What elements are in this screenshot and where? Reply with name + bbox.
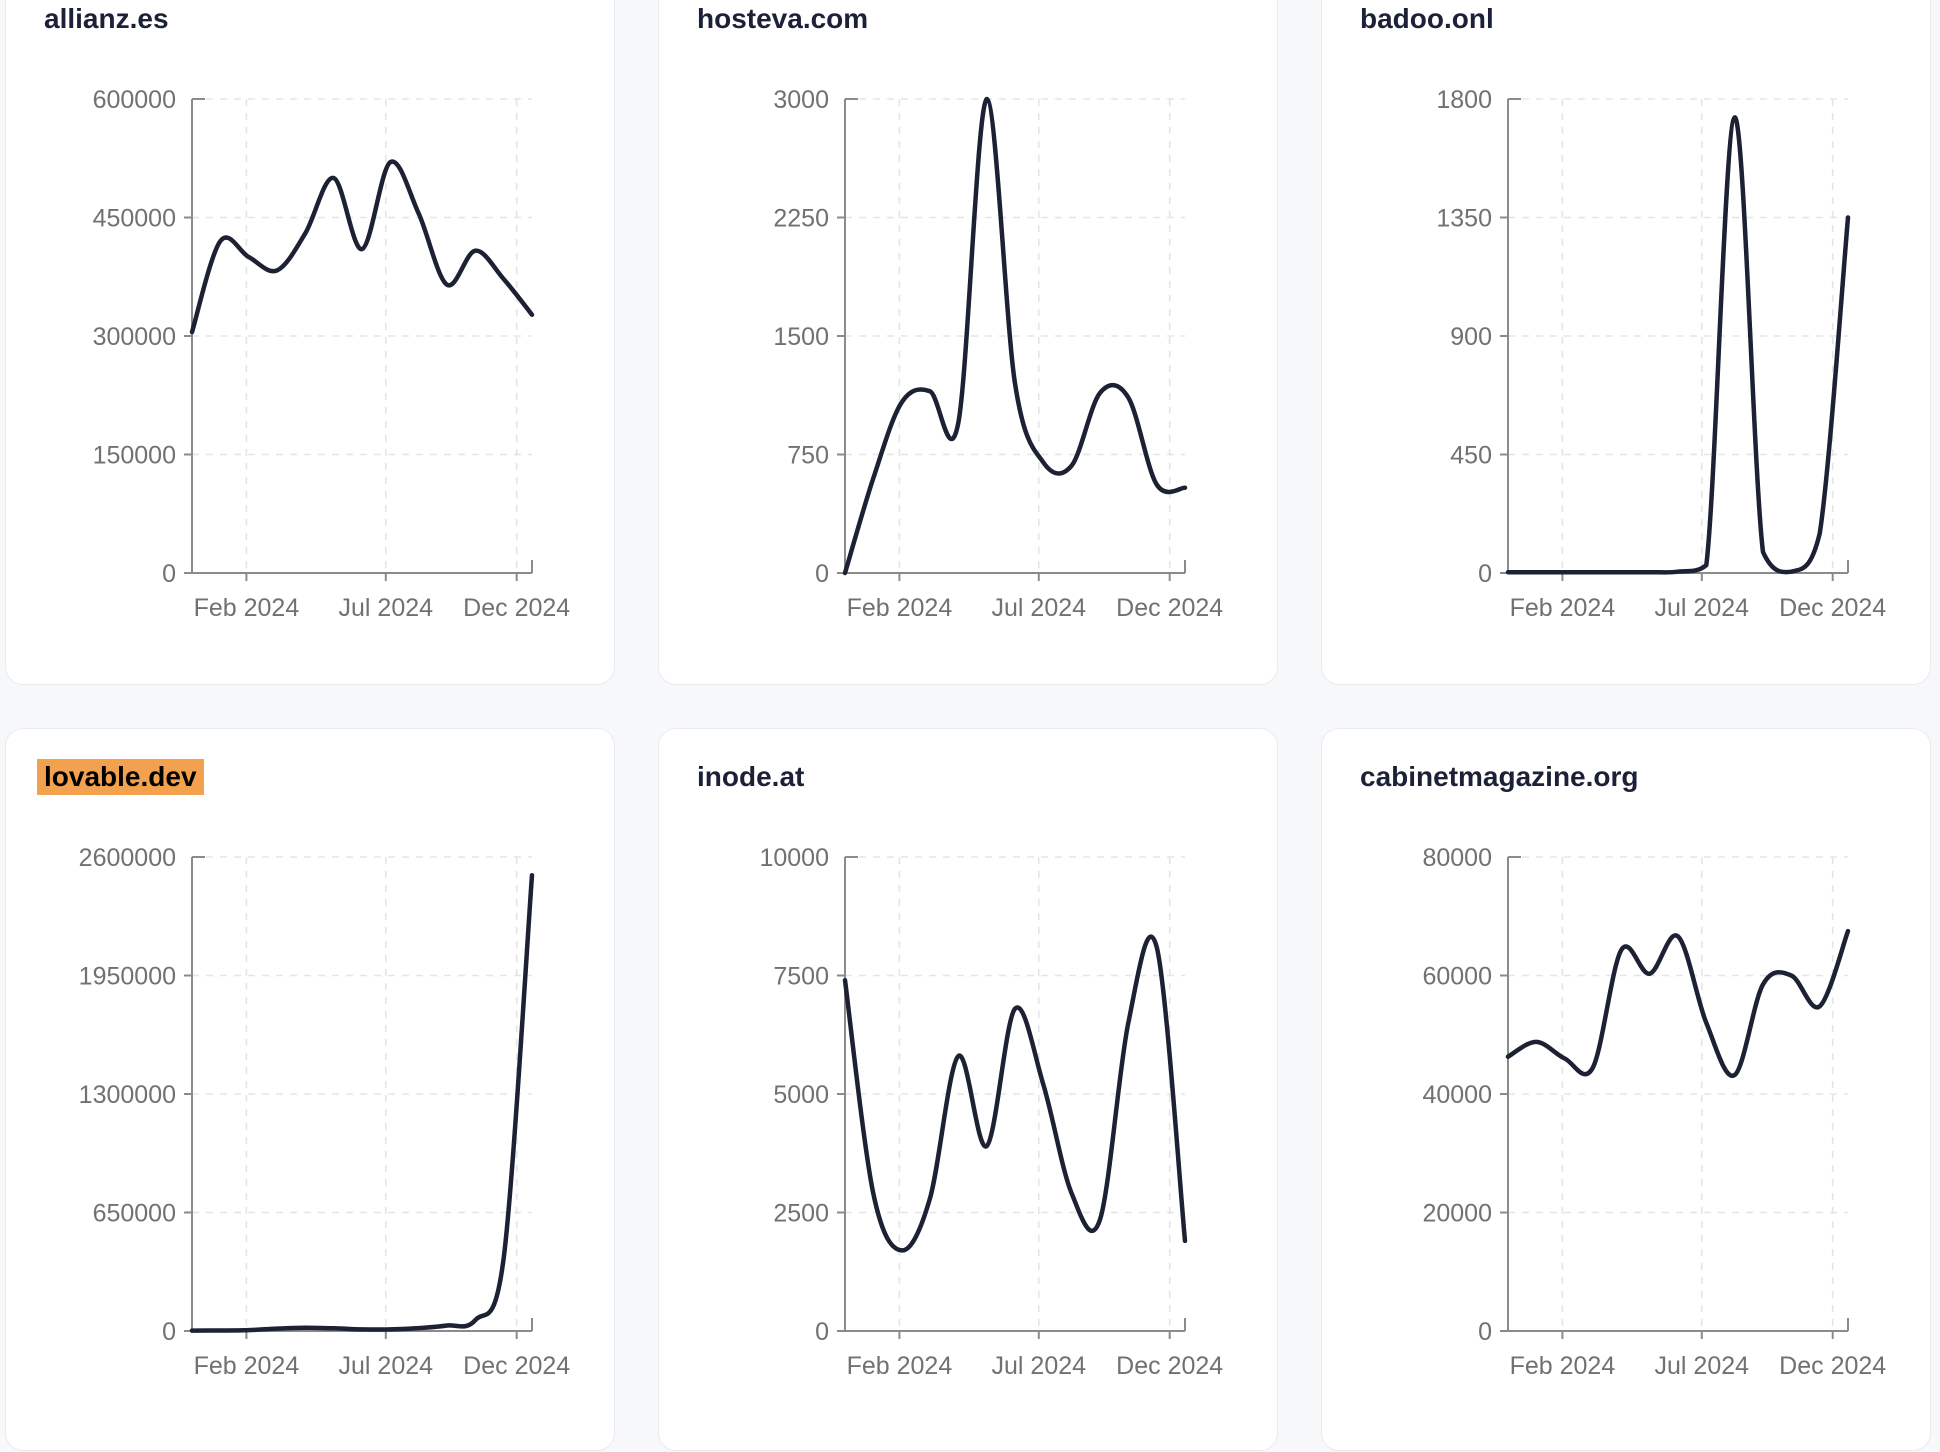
y-tick-label: 7500: [773, 963, 829, 991]
y-tick-label: 20000: [1422, 1200, 1492, 1228]
domain-title-text: badoo.onl: [1360, 3, 1494, 34]
line-chart: 0 2500 5000 7500 10000 Feb 2024 Jul 2024 Dec 20…: [759, 844, 1223, 1380]
x-tick-label: Jul 2024: [1655, 1352, 1750, 1380]
y-tick-label: 80000: [1422, 844, 1492, 872]
series-line: [189, 159, 535, 335]
y-tick-label: 900: [1450, 323, 1492, 351]
y-tick-label: 1350: [1436, 205, 1492, 233]
y-tick-label: 750: [787, 442, 829, 470]
x-tick-label: Feb 2024: [194, 1352, 300, 1380]
line-chart: 0 150000 300000 450000 600000 Feb 2024 Jul 202…: [93, 86, 571, 622]
y-tick-label: 450: [1450, 442, 1492, 470]
x-tick-label: Feb 2024: [847, 594, 953, 622]
y-tick-label: 0: [1478, 560, 1492, 588]
series-line: [842, 96, 1188, 576]
x-tick-label: Feb 2024: [1510, 594, 1616, 622]
domain-card-cabinetmagazine: cabinetmagazine.org 0 20000 40000 60000 8000…: [1321, 728, 1931, 1451]
x-tick-label: Dec 2024: [463, 1352, 570, 1380]
y-tick-label: 0: [1478, 1318, 1492, 1346]
series-line: [842, 934, 1188, 1253]
domain-title: badoo.onl: [1360, 1, 1494, 37]
line-chart: 0 750 1500 2250 3000 Feb 2024 Jul 2024 Dec 2024: [773, 86, 1223, 622]
domain-card-lovable: lovable.dev 0 650000 1300000 1950000 2600000…: [5, 728, 615, 1451]
y-tick-label: 60000: [1422, 963, 1492, 991]
domain-title: lovable.dev: [37, 759, 204, 795]
y-tick-label: 1300000: [79, 1081, 176, 1109]
x-tick-label: Jul 2024: [339, 1352, 434, 1380]
domain-title-text: hosteva.com: [697, 3, 869, 34]
domain-title: cabinetmagazine.org: [1360, 759, 1639, 795]
series-line: [189, 872, 535, 1333]
x-tick-label: Jul 2024: [1655, 594, 1750, 622]
x-tick-label: Feb 2024: [194, 594, 300, 622]
line-chart: 0 650000 1300000 1950000 2600000 Feb 2024 Jul …: [79, 844, 571, 1380]
y-tick-label: 2500: [773, 1200, 829, 1228]
y-tick-label: 40000: [1422, 1081, 1492, 1109]
series-line: [1505, 115, 1851, 575]
line-chart: 0 450 900 1350 1800 Feb 2024 Jul 2024 Dec 2024: [1436, 86, 1886, 622]
x-tick-label: Jul 2024: [992, 594, 1087, 622]
x-tick-label: Jul 2024: [339, 594, 434, 622]
y-tick-label: 300000: [93, 323, 176, 351]
domain-title: inode.at: [697, 759, 804, 795]
y-tick-label: 1950000: [79, 963, 176, 991]
y-tick-label: 650000: [93, 1200, 176, 1228]
x-tick-label: Dec 2024: [1116, 594, 1223, 622]
x-tick-label: Dec 2024: [463, 594, 570, 622]
x-tick-label: Dec 2024: [1116, 1352, 1223, 1380]
y-tick-label: 0: [815, 1318, 829, 1346]
x-tick-label: Dec 2024: [1779, 1352, 1886, 1380]
y-tick-label: 2600000: [79, 844, 176, 872]
y-tick-label: 1500: [773, 323, 829, 351]
domain-card-inode: inode.at 0 2500 5000 7500 10000 Feb 2024 Jul 2…: [658, 728, 1278, 1451]
y-tick-label: 0: [162, 1318, 176, 1346]
y-tick-label: 1800: [1436, 86, 1492, 114]
domain-title-text: allianz.es: [44, 3, 169, 34]
domain-title-text: lovable.dev: [37, 759, 204, 795]
domain-title-text: inode.at: [697, 761, 805, 792]
y-tick-label: 3000: [773, 86, 829, 114]
series-line: [1505, 928, 1851, 1078]
y-tick-label: 600000: [93, 86, 176, 114]
domain-card-allianz: allianz.es 0 150000 300000 450000 600000 Feb …: [5, 0, 615, 685]
x-tick-label: Jul 2024: [992, 1352, 1087, 1380]
domain-title: hosteva.com: [697, 1, 868, 37]
y-tick-label: 5000: [773, 1081, 829, 1109]
y-tick-label: 150000: [93, 442, 176, 470]
y-tick-label: 0: [815, 560, 829, 588]
y-tick-label: 450000: [93, 205, 176, 233]
x-tick-label: Feb 2024: [1510, 1352, 1616, 1380]
y-tick-label: 0: [162, 560, 176, 588]
y-tick-label: 2250: [773, 205, 829, 233]
domain-card-hosteva: hosteva.com 0 750 1500 2250 3000 Feb 2024 Jul …: [658, 0, 1278, 685]
domain-title-text: cabinetmagazine.org: [1360, 761, 1639, 792]
y-tick-label: 10000: [759, 844, 829, 872]
x-tick-label: Feb 2024: [847, 1352, 953, 1380]
domain-title: allianz.es: [44, 1, 169, 37]
domain-card-badoo: badoo.onl 0 450 900 1350 1800 Feb 2024 Jul 202…: [1321, 0, 1931, 685]
x-tick-label: Dec 2024: [1779, 594, 1886, 622]
line-chart: 0 20000 40000 60000 80000 Feb 2024 Jul 2024 Dec…: [1422, 844, 1886, 1380]
